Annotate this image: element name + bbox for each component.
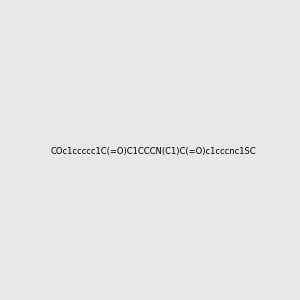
Text: COc1ccccc1C(=O)C1CCCN(C1)C(=O)c1cccnc1SC: COc1ccccc1C(=O)C1CCCN(C1)C(=O)c1cccnc1SC [51,147,256,156]
